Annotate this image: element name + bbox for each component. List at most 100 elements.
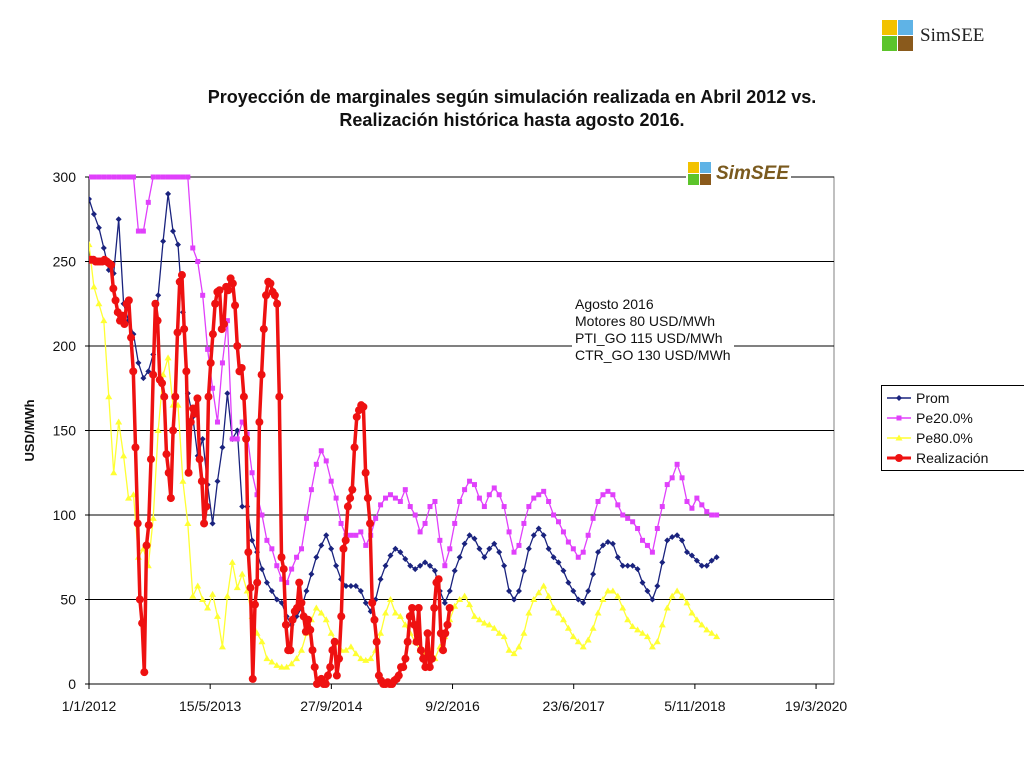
- data-point: [208, 330, 217, 339]
- data-point: [347, 643, 355, 650]
- data-point: [584, 636, 592, 643]
- data-point: [215, 286, 224, 295]
- data-point: [486, 545, 493, 552]
- data-point: [688, 552, 695, 559]
- y-tick-label: 50: [60, 592, 76, 608]
- data-point: [197, 477, 206, 486]
- data-point: [595, 549, 602, 556]
- data-point: [417, 562, 424, 569]
- data-point: [274, 563, 280, 569]
- data-point: [313, 461, 319, 467]
- data-point: [299, 546, 305, 552]
- data-point: [659, 559, 666, 566]
- legend-swatch: [887, 395, 911, 401]
- legend-label: Pe80.0%: [916, 430, 973, 446]
- data-point: [214, 478, 221, 485]
- legend-swatch: [887, 415, 911, 421]
- y-axis-label: USD/MWh: [22, 399, 37, 461]
- data-point: [110, 469, 118, 476]
- data-point: [91, 174, 97, 180]
- data-point: [327, 629, 335, 636]
- data-point: [445, 603, 454, 612]
- data-point: [118, 311, 127, 320]
- data-point: [405, 612, 414, 621]
- chart-legend: Prom Pe20.0% Pe80.0% Realización: [881, 385, 1024, 471]
- data-point: [266, 279, 275, 288]
- data-point: [289, 566, 295, 572]
- legend-marker: [896, 395, 902, 401]
- data-point: [343, 502, 352, 511]
- data-point: [237, 363, 246, 372]
- data-point: [363, 494, 372, 503]
- data-point: [264, 537, 270, 543]
- data-point: [580, 599, 587, 606]
- data-point: [643, 633, 651, 640]
- data-point: [559, 616, 567, 623]
- data-point: [124, 296, 133, 305]
- legend-swatch: [887, 454, 911, 462]
- data-point: [396, 612, 404, 619]
- data-point: [107, 260, 116, 269]
- data-point: [180, 174, 186, 180]
- legend-marker: [896, 415, 902, 421]
- data-point: [402, 487, 408, 493]
- data-point: [653, 638, 661, 645]
- data-point: [410, 620, 419, 629]
- data-point: [186, 418, 195, 427]
- data-point: [679, 537, 686, 544]
- data-point: [609, 587, 617, 594]
- data-point: [303, 515, 309, 521]
- data-point: [535, 589, 543, 596]
- data-point: [531, 495, 537, 501]
- data-point: [120, 320, 129, 329]
- data-point: [270, 291, 279, 300]
- data-point: [694, 495, 700, 501]
- legend-item: Pe20.0%: [882, 408, 1024, 428]
- data-point: [536, 492, 542, 498]
- data-point: [224, 286, 233, 295]
- data-point: [339, 544, 348, 553]
- simsee-chart-logo: SimSEE: [686, 162, 791, 186]
- simsee-logo-text: SimSEE: [920, 25, 985, 46]
- data-point: [377, 576, 384, 583]
- data-point: [546, 498, 552, 504]
- data-point: [258, 566, 265, 573]
- data-point: [95, 300, 103, 307]
- data-point: [442, 563, 448, 569]
- data-point: [347, 582, 354, 589]
- data-point: [151, 299, 160, 308]
- data-point: [407, 562, 414, 569]
- data-point: [131, 443, 140, 452]
- data-point: [135, 359, 142, 366]
- data-point: [224, 318, 230, 324]
- data-point: [246, 583, 255, 592]
- data-point: [273, 596, 280, 603]
- data-point: [595, 498, 601, 504]
- data-point: [269, 546, 275, 552]
- data-point: [318, 448, 324, 454]
- data-point: [193, 394, 202, 403]
- data-point: [149, 370, 158, 379]
- data-point: [580, 549, 586, 555]
- data-point: [332, 671, 341, 680]
- data-point: [115, 216, 122, 223]
- y-tick-label: 0: [68, 676, 76, 692]
- data-point: [414, 603, 423, 612]
- data-point: [373, 515, 379, 521]
- data-point: [308, 487, 314, 493]
- data-point: [663, 604, 671, 611]
- data-point: [501, 504, 507, 510]
- data-point: [322, 616, 330, 623]
- x-tick-label: 15/5/2013: [179, 698, 241, 714]
- data-point: [321, 680, 330, 688]
- data-point: [204, 604, 212, 611]
- data-point: [115, 418, 123, 425]
- data-point: [121, 174, 127, 180]
- data-point: [101, 174, 107, 180]
- data-point: [590, 571, 597, 578]
- data-point: [377, 629, 385, 636]
- data-point: [683, 599, 691, 606]
- data-point: [144, 521, 153, 530]
- data-point: [630, 519, 636, 525]
